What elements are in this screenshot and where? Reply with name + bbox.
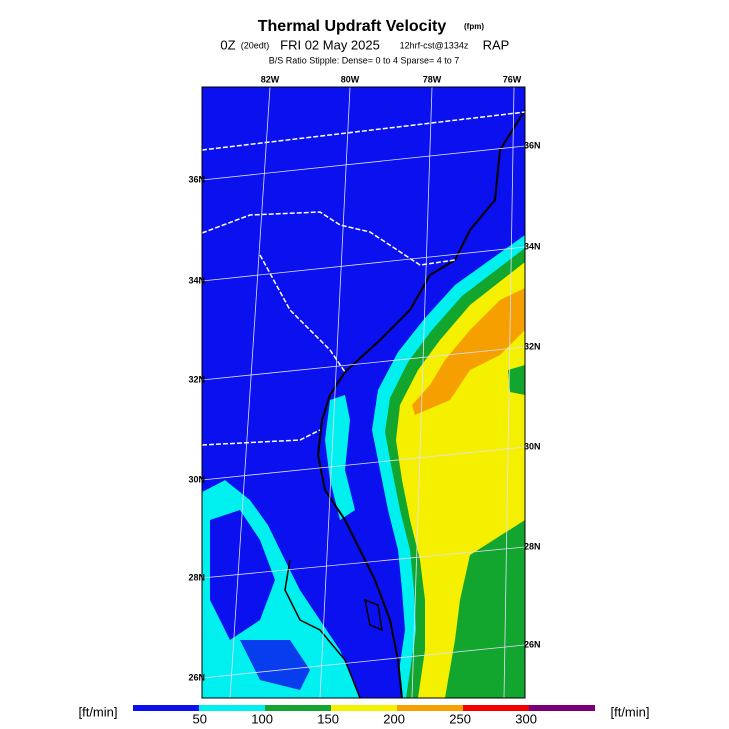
lat-label-right: 30N	[524, 441, 541, 451]
lat-label-left: 30N	[188, 474, 205, 484]
lon-label: 76W	[503, 74, 522, 84]
title: Thermal Updraft Velocity	[258, 18, 447, 35]
colorbar-tick-label: 50	[193, 711, 207, 726]
date: FRI 02 May 2025	[280, 37, 380, 52]
lon-label: 82W	[261, 74, 280, 84]
lat-label-left: 28N	[188, 572, 205, 582]
lat-label-left: 26N	[188, 672, 205, 682]
lat-label-left: 36N	[188, 174, 205, 184]
colorbar-segment	[529, 705, 595, 711]
lat-label-left: 34N	[188, 275, 205, 285]
lat-label-right: 36N	[524, 140, 541, 150]
colorbar-unit-left: [ft/min]	[78, 704, 117, 719]
run: 0Z	[220, 37, 235, 52]
lon-label: 78W	[423, 74, 442, 84]
colorbar-segment	[463, 705, 529, 711]
forecast: 12hrf-cst@1334z	[400, 40, 469, 50]
colorbar-tick-label: 150	[317, 711, 339, 726]
model: RAP	[483, 37, 510, 52]
colorbar-tick-label: 300	[515, 711, 537, 726]
colorbar-segment	[331, 705, 397, 711]
colorbar-segment	[199, 705, 265, 711]
colorbar-segment	[133, 705, 199, 711]
lat-label-right: 32N	[524, 341, 541, 351]
lon-label: 80W	[341, 74, 360, 84]
colorbar-tick-label: 100	[251, 711, 273, 726]
map-labels: 82W 80W 78W 76W 36N 34N 32N 30N 28N 26N 36N 34N 32N 3…	[188, 74, 540, 682]
title-unit: (fpm)	[464, 22, 484, 31]
map	[201, 86, 526, 699]
local-time: (20edt)	[241, 40, 270, 50]
stipple-note: B/S Ratio Stipple: Dense= 0 to 4 Sparse=…	[269, 55, 460, 65]
lat-label-left: 32N	[188, 374, 205, 384]
colorbar-tick-label: 250	[449, 711, 471, 726]
lat-label-right: 28N	[524, 541, 541, 551]
colorbar-segment	[397, 705, 463, 711]
colorbar-tick-label: 200	[383, 711, 405, 726]
lat-label-right: 34N	[524, 241, 541, 251]
lat-label-right: 26N	[524, 639, 541, 649]
colorbar: 50 100 150 200 250 300	[133, 705, 595, 726]
colorbar-unit-right: [ft/min]	[610, 704, 649, 719]
colorbar-segment	[265, 705, 331, 711]
